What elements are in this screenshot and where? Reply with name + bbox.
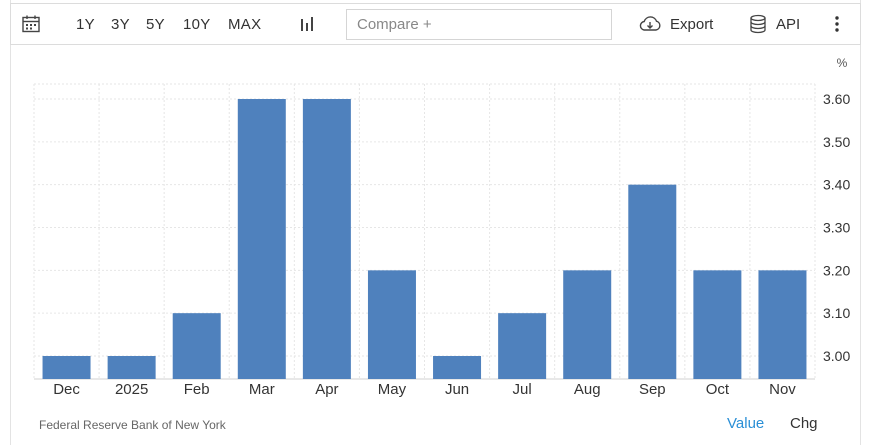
chart-frame — [10, 0, 861, 445]
range-5y-button[interactable]: 5Y — [146, 15, 165, 33]
database-icon — [750, 14, 766, 34]
chart-type-icon[interactable] — [298, 4, 316, 44]
source-label: Federal Reserve Bank of New York — [39, 418, 226, 432]
range-1y-button[interactable]: 1Y — [76, 15, 95, 33]
range-max-button[interactable]: MAX — [228, 15, 262, 33]
chart-toolbar: 1Y 3Y 5Y 10Y MAX Export API — [10, 3, 861, 45]
more-options-icon[interactable] — [834, 4, 840, 44]
compare-input[interactable] — [346, 9, 612, 40]
api-label: API — [776, 15, 801, 33]
range-3y-button[interactable]: 3Y — [111, 15, 130, 33]
cloud-download-icon — [639, 16, 661, 31]
range-10y-button[interactable]: 10Y — [183, 15, 211, 33]
export-button[interactable]: Export — [637, 4, 713, 44]
api-button[interactable]: API — [749, 4, 800, 44]
export-label: Export — [670, 15, 714, 33]
chg-tab[interactable]: Chg — [790, 415, 818, 432]
value-tab[interactable]: Value — [727, 415, 765, 432]
calendar-icon[interactable] — [21, 4, 41, 44]
